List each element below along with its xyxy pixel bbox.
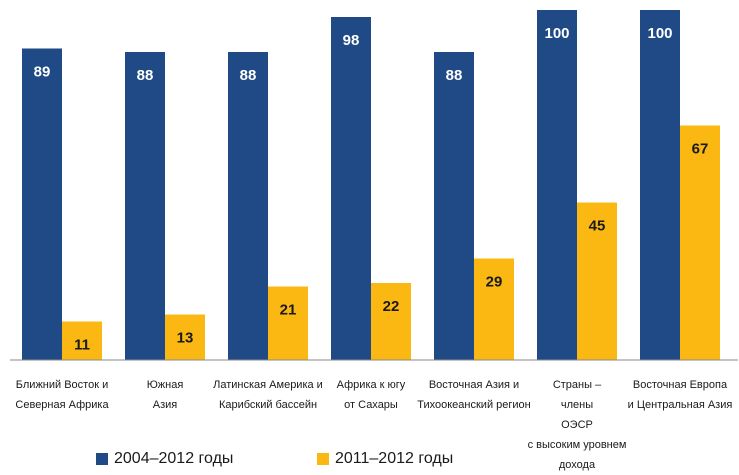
value-label-series-1-cat-5: 88 xyxy=(446,67,463,84)
category-label-7-line-1: Восточная Европа xyxy=(632,379,728,391)
category-label-6-line-1: Страны – xyxy=(552,379,602,391)
value-label-series-1-cat-3: 88 xyxy=(240,67,257,84)
bar-series-2-cat-2 xyxy=(165,314,205,360)
bar-series-1-cat-5 xyxy=(434,52,474,360)
legend-swatch-series-2 xyxy=(317,453,329,465)
value-label-series-2-cat-3: 21 xyxy=(280,302,297,319)
category-label-7: Восточная Европа и Центральная Азия xyxy=(620,375,739,415)
bar-series-2-cat-6 xyxy=(577,202,617,360)
bar-series-1-cat-6 xyxy=(537,10,577,360)
bar-series-2-cat-3 xyxy=(268,286,308,360)
category-label-6-line-2: члены xyxy=(560,399,594,411)
category-label-6-line-3: ОЭСР xyxy=(561,419,593,431)
value-label-series-1-cat-4: 98 xyxy=(343,32,360,49)
category-label-1-line-1: Ближний Восток и xyxy=(15,379,109,391)
value-label-series-1-cat-6: 100 xyxy=(544,25,569,42)
bar-series-1-cat-1 xyxy=(22,48,62,360)
bar-series-1-cat-3 xyxy=(228,52,268,360)
category-label-6-line-5: дохода xyxy=(558,459,596,471)
category-label-2: Южная Азия xyxy=(105,375,225,415)
category-label-4: Африка к югу от Сахары xyxy=(311,375,431,415)
category-label-2-line-1: Южная xyxy=(146,379,184,391)
bar-series-2-cat-4 xyxy=(371,283,411,360)
value-label-series-1-cat-2: 88 xyxy=(137,67,154,84)
category-label-5: Восточная Азия и Тихоокеанский регион xyxy=(414,375,534,415)
value-label-series-2-cat-7: 67 xyxy=(692,141,709,158)
bar-series-1-cat-4 xyxy=(331,17,371,360)
category-label-7-line-2: и Центральная Азия xyxy=(627,399,733,411)
value-label-series-1-cat-1: 89 xyxy=(34,64,51,81)
category-label-3-line-1: Латинская Америка и xyxy=(213,379,323,391)
bar-series-2-cat-7 xyxy=(680,125,720,360)
value-label-series-2-cat-5: 29 xyxy=(486,274,503,291)
category-label-5-line-2: Тихоокеанский регион xyxy=(417,399,531,411)
bar-series-2-cat-1 xyxy=(62,321,102,360)
value-label-series-2-cat-2: 13 xyxy=(177,330,194,347)
category-label-1: Ближний Восток и Северная Африка xyxy=(2,375,122,415)
category-label-2-line-2: Азия xyxy=(152,399,178,411)
legend-item-series-2: 2011–2012 годы xyxy=(317,450,453,468)
category-label-1-line-2: Северная Африка xyxy=(15,399,109,411)
value-label-series-2-cat-4: 22 xyxy=(383,298,400,315)
category-label-5-line-1: Восточная Азия и xyxy=(428,379,520,391)
category-label-4-line-1: Африка к югу xyxy=(336,379,406,391)
value-label-series-2-cat-6: 45 xyxy=(589,218,606,235)
bar-series-1-cat-7 xyxy=(640,10,680,360)
category-label-6: Страны – члены ОЭСР с высоким уровнем дохода xyxy=(517,375,637,475)
legend-item-series-1: 2004–2012 годы xyxy=(96,450,233,468)
category-label-3: Латинская Америка и Карибский бассейн xyxy=(208,375,328,415)
category-label-4-line-2: от Сахары xyxy=(344,399,398,411)
legend-swatch-series-1 xyxy=(96,453,108,465)
value-label-series-2-cat-1: 11 xyxy=(74,337,90,354)
bar-series-1-cat-2 xyxy=(125,52,165,360)
category-label-6-line-4: с высоким уровнем xyxy=(527,439,627,451)
value-label-series-1-cat-7: 100 xyxy=(647,25,672,42)
legend-label-series-1: 2004–2012 годы xyxy=(114,450,234,467)
bar-series-2-cat-5 xyxy=(474,258,514,360)
legend-label-series-2: 2011–2012 годы xyxy=(335,450,454,467)
category-label-3-line-2: Карибский бассейн xyxy=(218,399,318,411)
